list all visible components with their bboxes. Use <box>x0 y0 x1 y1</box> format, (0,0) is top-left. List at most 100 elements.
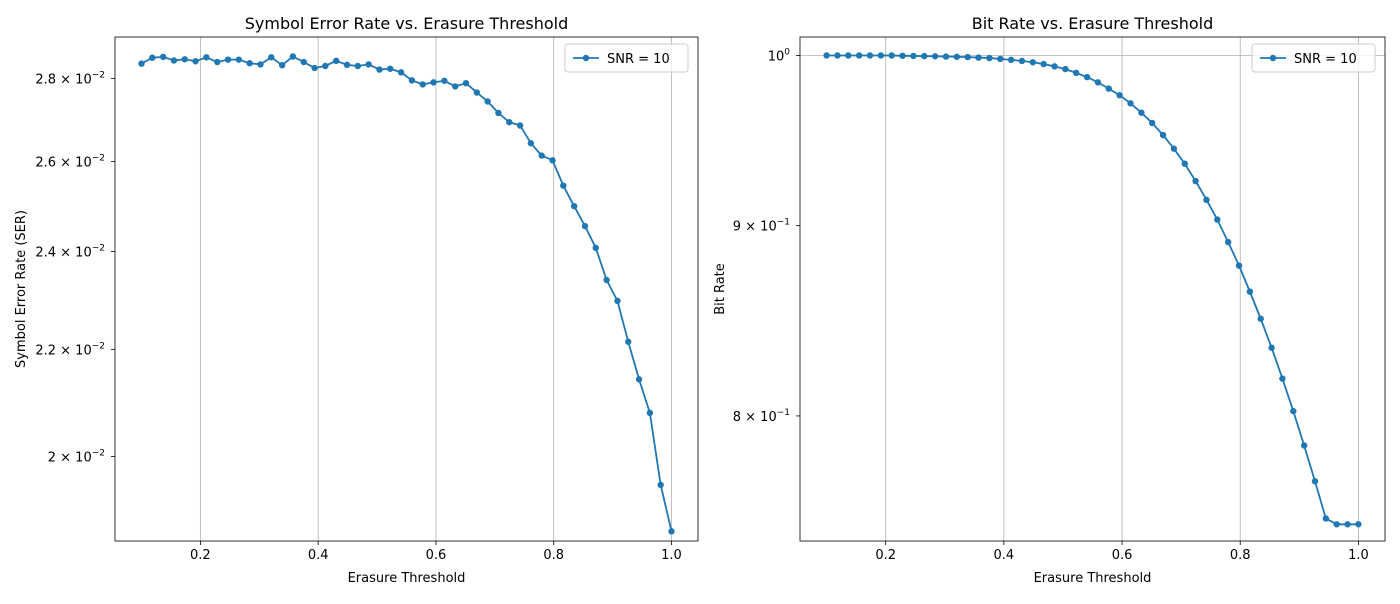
data-point <box>1192 177 1199 185</box>
data-point <box>1083 73 1091 81</box>
data-point <box>877 52 885 59</box>
data-point <box>354 62 361 70</box>
data-point <box>300 58 307 66</box>
data-point <box>603 276 610 284</box>
data-point <box>1311 478 1319 485</box>
data-point <box>549 157 556 164</box>
data-point <box>910 52 917 60</box>
y-tick-base: 2.6 <box>35 156 56 171</box>
data-point <box>452 83 459 90</box>
x-tick-label: 0.6 <box>1112 548 1133 563</box>
data-point <box>570 202 578 210</box>
x-tick-label: 1.0 <box>661 548 682 563</box>
plot-frame <box>114 36 699 542</box>
legend-label: SNR = 10 <box>1294 52 1357 67</box>
data-point <box>592 244 599 252</box>
series-line <box>141 55 673 532</box>
data-point <box>1344 521 1351 528</box>
data-point <box>997 55 1004 63</box>
data-point <box>1138 109 1145 116</box>
data-point <box>1355 521 1362 528</box>
data-point <box>1094 79 1102 86</box>
data-point <box>462 79 470 87</box>
data-point <box>1062 65 1069 73</box>
y-tick-times: × 10 <box>741 220 777 235</box>
data-point <box>614 297 621 305</box>
data-point <box>408 77 416 84</box>
data-point <box>899 52 906 59</box>
data-point <box>668 528 675 535</box>
data-point <box>322 62 329 70</box>
data-point <box>1203 196 1210 204</box>
data-point <box>1029 59 1037 66</box>
y-axis-label: Symbol Error Rate (SER) <box>14 210 29 368</box>
y-axis-label: Bit Rate <box>713 263 728 315</box>
chart-title: Bit Rate vs. Erasure Threshold <box>972 14 1214 33</box>
legend-box <box>1251 43 1376 73</box>
data-point <box>419 81 426 88</box>
data-point <box>888 52 895 59</box>
data-point <box>138 60 145 67</box>
data-point <box>289 53 297 60</box>
data-point <box>332 57 340 65</box>
data-point <box>1214 216 1221 223</box>
data-point <box>921 52 928 60</box>
data-point <box>224 56 232 63</box>
y-tick-times: × 10 <box>56 450 92 465</box>
y-tick-label: 2.6 × 10−2 <box>35 154 105 171</box>
data-point <box>953 53 961 60</box>
data-point <box>538 152 545 159</box>
x-tick-label: 0.4 <box>994 548 1015 563</box>
data-point <box>975 54 982 61</box>
data-point <box>964 53 971 61</box>
y-tick-exponent: −1 <box>777 218 790 228</box>
data-point <box>1148 119 1156 127</box>
y-tick-times: × 10 <box>56 246 92 261</box>
data-point <box>192 58 199 65</box>
data-point <box>1246 288 1254 295</box>
data-point <box>1116 92 1123 99</box>
y-tick-exponent: 0 <box>784 47 790 57</box>
legend-label: SNR = 10 <box>607 52 670 67</box>
x-tick-label: 0.8 <box>543 548 564 563</box>
y-tick-base: 2.2 <box>35 343 56 358</box>
chart-title: Symbol Error Rate vs. Erasure Threshold <box>245 14 569 33</box>
data-point <box>1127 100 1134 107</box>
data-point <box>387 65 394 72</box>
data-point <box>986 54 993 62</box>
plot-frame <box>799 36 1386 542</box>
y-tick-times: × 10 <box>56 156 92 171</box>
x-tick-label: 0.4 <box>308 548 329 563</box>
data-point <box>527 140 535 147</box>
x-tick-label: 0.8 <box>1230 548 1251 563</box>
data-point <box>560 182 567 189</box>
x-axis-label: Erasure Threshold <box>348 571 466 586</box>
legend-marker <box>582 54 590 62</box>
data-point <box>1072 69 1080 77</box>
legend-marker <box>1269 54 1277 62</box>
data-point <box>159 53 167 61</box>
data-point <box>625 338 632 345</box>
y-tick-base: 8 <box>733 410 741 425</box>
data-point <box>1105 85 1113 92</box>
x-tick-label: 0.2 <box>190 548 211 563</box>
data-point <box>1018 57 1026 65</box>
y-tick-label: 2.4 × 10−2 <box>35 244 105 261</box>
data-point <box>1181 160 1188 167</box>
legend-box <box>564 43 689 73</box>
data-point <box>823 52 830 59</box>
x-tick-label: 0.2 <box>875 548 896 563</box>
chart-panel-1: 0.2 0.4 0.6 0.8 1.02 × 10−22.2 × 10−22.4 × 1… <box>14 14 699 586</box>
data-point <box>495 109 502 117</box>
data-point <box>1159 131 1167 139</box>
data-point <box>1268 344 1275 351</box>
legend: SNR = 10 <box>1251 43 1376 73</box>
data-point <box>646 409 654 417</box>
data-point <box>149 54 156 61</box>
data-point <box>203 54 210 61</box>
y-tick-base: 2 <box>48 450 56 465</box>
data-point <box>246 60 253 67</box>
data-point <box>235 56 243 63</box>
data-point <box>397 69 405 76</box>
